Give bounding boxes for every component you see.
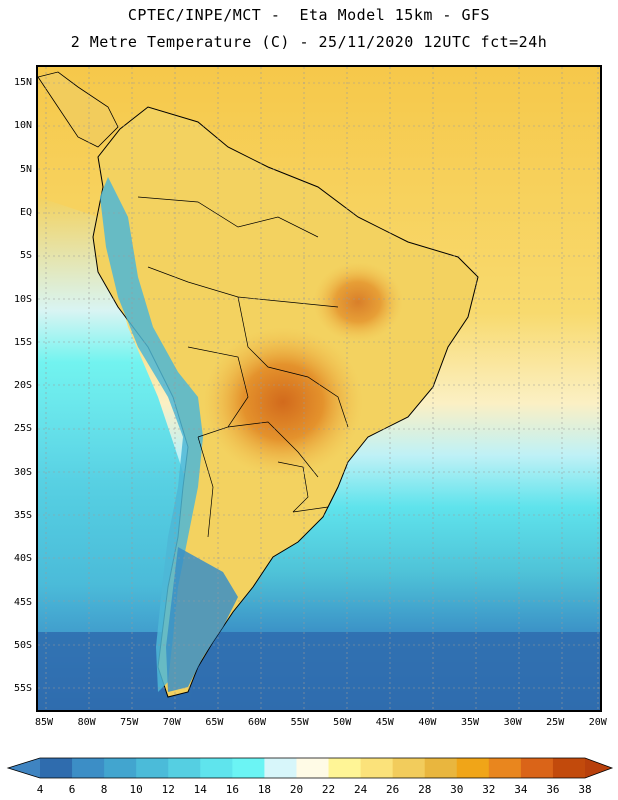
lon-label: 35W (460, 717, 480, 728)
lat-label: 55S (13, 683, 32, 695)
map-subtitle: 2 Metre Temperature (C) - 25/11/2020 12U… (70, 33, 548, 51)
lon-label: 55W (290, 717, 309, 728)
colorbar-tick-label: 34 (514, 783, 528, 796)
lon-label: 70W (162, 717, 181, 728)
colorbar-tick-label: 22 (321, 783, 336, 796)
colorbar-tick-label: 12 (161, 783, 175, 796)
colorbar-bin (552, 758, 586, 778)
colorbar-tick-label: 32 (482, 783, 496, 796)
colorbar-bin (72, 758, 105, 778)
colorbar-tick-label: 18 (257, 783, 272, 796)
colorbar-arrow-low (8, 758, 40, 778)
colorbar-tick-label: 20 (289, 783, 304, 796)
colorbar-bin (392, 758, 426, 778)
lat-label: 50S (13, 639, 32, 651)
southern-ocean (38, 632, 600, 710)
lon-label: 65W (205, 717, 224, 728)
colorbar-tick-label: 38 (578, 783, 592, 796)
colorbar-tick-label: 24 (353, 783, 368, 796)
colorbar-arrow-high (585, 758, 612, 778)
lon-label: 40W (418, 717, 437, 728)
colorbar-tick-label: 8 (100, 783, 108, 796)
hot-core (203, 327, 363, 477)
lat-label: 45S (13, 596, 32, 608)
colorbar-bin (40, 758, 73, 778)
colorbar-bin (200, 758, 233, 778)
lat-label: 10S (13, 293, 32, 305)
colorbar-tick-label: 14 (193, 783, 207, 796)
colorbar-bin (360, 758, 394, 778)
lon-label: 30W (503, 717, 522, 728)
lon-label: 20W (588, 717, 607, 728)
colorbar-bin (488, 758, 522, 778)
colorbar-tick-label: 36 (546, 783, 560, 796)
colorbar-tick-label: 10 (129, 783, 143, 796)
colorbar-bin (104, 758, 137, 778)
country-borders (137, 196, 349, 538)
lat-label: 40S (13, 553, 32, 565)
lat-label: 10N (13, 120, 32, 132)
lon-label: 45W (375, 717, 394, 728)
lat-label: 5S (19, 250, 32, 262)
colorbar-tick-label: 16 (225, 783, 239, 796)
colorbar-bin (232, 758, 265, 778)
lat-label: 15S (13, 336, 32, 348)
lon-label: 60W (247, 717, 267, 728)
colorbar-bin (424, 758, 458, 778)
lat-label: EQ (19, 206, 32, 218)
colorbar-bin (264, 758, 297, 778)
colorbar-tick-label: 4 (36, 783, 44, 796)
lat-label: 5N (19, 163, 32, 175)
lat-label: 30S (13, 466, 32, 478)
colorbar-bin (520, 758, 554, 778)
lon-label: 75W (120, 717, 139, 728)
patagonia-cold (166, 547, 238, 692)
map-svg (38, 67, 600, 710)
colorbar-tick-label: 6 (68, 783, 76, 796)
colorbar-bin (328, 758, 362, 778)
colorbar-tick-label: 28 (418, 783, 432, 796)
colorbar-tick-label: 26 (386, 783, 400, 796)
colorbar-bin (296, 758, 330, 778)
colorbar-bin (456, 758, 490, 778)
lon-label: 50W (333, 717, 352, 728)
colorbar-bin (136, 758, 169, 778)
map-title: CPTEC/INPE/MCT - Eta Model 15km - GFS (127, 6, 491, 24)
lat-label: 25S (13, 423, 32, 435)
lon-label: 80W (77, 717, 96, 728)
colorbar-tick-label: 30 (450, 783, 464, 796)
lat-lon-grid (38, 67, 600, 710)
lon-label: 85W (34, 717, 54, 728)
lat-label: 35S (13, 510, 32, 521)
temperature-map (36, 65, 602, 712)
colorbar-outline (6, 757, 614, 779)
hot-northeast (313, 262, 403, 342)
colorbar-bin (168, 758, 201, 778)
colorbar (6, 757, 614, 779)
central-america (38, 71, 119, 148)
lat-label: 20S (13, 380, 32, 392)
lat-label: 15N (13, 77, 32, 88)
lon-label: 25W (546, 717, 565, 728)
